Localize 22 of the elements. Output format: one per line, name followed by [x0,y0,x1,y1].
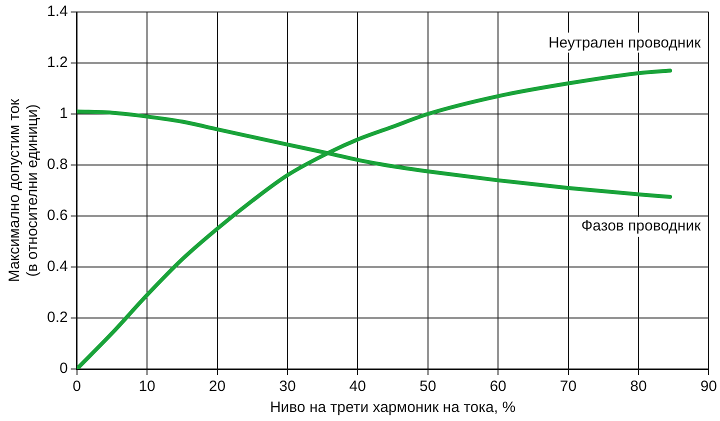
x-tick-label: 10 [138,378,156,396]
x-tick-label: 60 [490,378,506,396]
x-tick-label: 80 [630,378,647,396]
y-tick-label: 0.8 [46,156,68,174]
y-tick-label: 1.4 [46,3,68,20]
x-tick-label: 20 [208,378,226,396]
x-tick-label: 70 [560,378,577,396]
x-tick-label: 90 [700,378,717,396]
y-tick-label: 0.4 [46,258,68,276]
y-tick-label: 1.2 [46,54,68,72]
x-axis-title: Ниво на трети хармоник на тока, % [270,399,516,416]
x-tick-label: 30 [279,378,296,396]
text: Неутрален проводник [548,34,702,52]
x-tick-label: 50 [420,378,436,396]
y-tick-label: 0.2 [46,309,68,326]
y-tick-label: 0 [60,360,68,378]
x-tick-label: 40 [349,378,366,396]
y-tick-label: 0.6 [46,207,68,224]
series-label: Фазов проводник [581,218,702,235]
y-tick-label: 1 [60,105,68,122]
y-axis-title: Максимално допустим ток (в относителни единици) [6,98,42,282]
x-tick-label: 0 [72,378,82,396]
